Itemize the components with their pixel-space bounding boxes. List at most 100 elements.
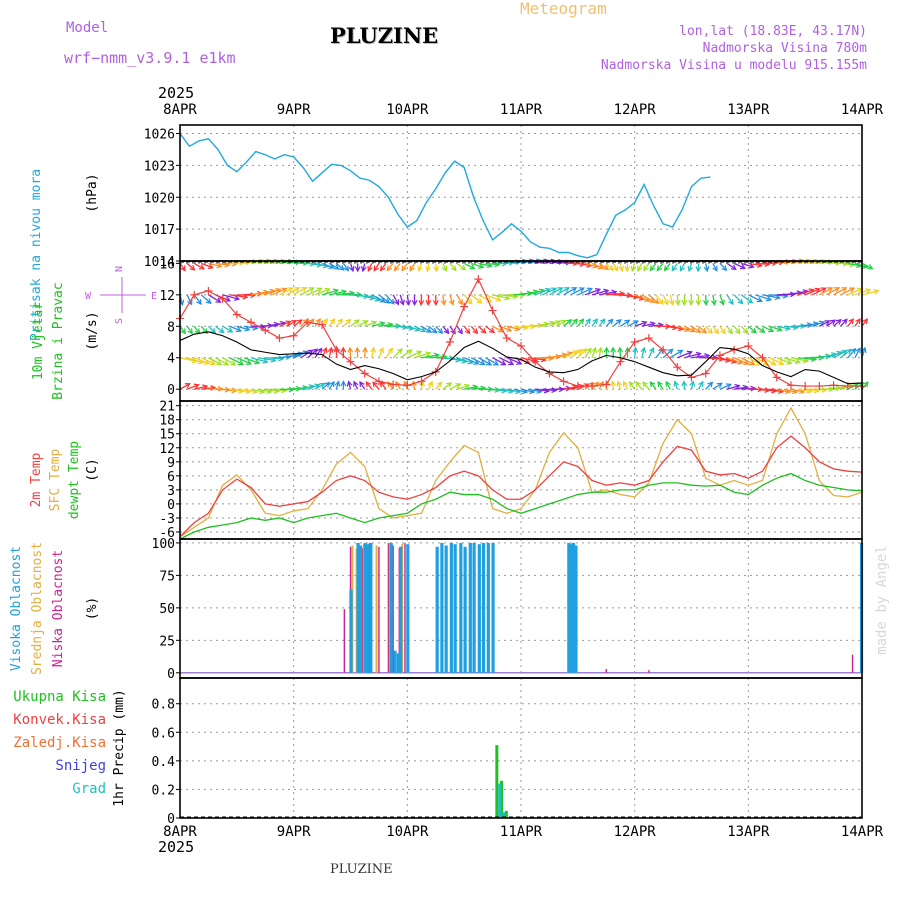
cloud-axis-label: Srednja Oblacnost xyxy=(30,542,45,675)
top-year: 2025 xyxy=(158,84,195,102)
wind-arrow xyxy=(265,388,279,393)
wind-arrow xyxy=(420,381,424,390)
wind-arrow-head xyxy=(665,323,672,330)
y-tick-label: 12 xyxy=(159,289,175,304)
wind-arrow xyxy=(528,357,546,361)
y-tick-label: 1023 xyxy=(144,159,175,174)
wind-arrow-head xyxy=(478,263,485,269)
precip-bar xyxy=(502,812,506,818)
wind-arrow xyxy=(733,262,746,269)
wind-gust-marker xyxy=(701,369,710,378)
wind-arrow-head xyxy=(827,287,834,293)
wind-arrow-head xyxy=(749,360,756,366)
wind-arrow xyxy=(542,321,555,327)
wind-arrow xyxy=(179,325,186,334)
wind-arrow-head xyxy=(743,359,750,365)
wind-arrow xyxy=(577,318,584,327)
wind-gust-marker xyxy=(744,341,753,350)
y-tick-label: 75 xyxy=(159,569,175,584)
wind-arrow xyxy=(719,294,725,305)
model-name: wrf−nmm_v3.9.1 e1km xyxy=(64,49,236,67)
wind-arrow-head xyxy=(205,298,212,305)
wind-arrow xyxy=(847,348,856,359)
y-tick-label: 50 xyxy=(159,602,175,617)
wind-arrow-head xyxy=(370,346,376,353)
wind-arrow-head xyxy=(603,288,610,295)
wind-arrow-head xyxy=(508,359,515,366)
wind-arrow-head xyxy=(332,288,340,295)
wind-arrow xyxy=(805,322,819,327)
wind-arrow-head xyxy=(395,323,402,329)
wind-arrow-head xyxy=(821,386,828,393)
wind-gust-marker xyxy=(545,369,554,378)
wind-arrow xyxy=(684,352,701,359)
wind-arrow-head xyxy=(581,348,588,354)
wind-arrow-head xyxy=(493,360,500,366)
top-date-label: 12APR xyxy=(614,102,657,118)
wind-arrow xyxy=(649,381,657,390)
wind-gust-marker xyxy=(247,318,256,327)
wind-arrow-head xyxy=(814,287,821,294)
wind-arrow xyxy=(598,318,606,327)
cloud-axis-label: Visoka Oblacnost xyxy=(9,546,24,671)
pressure-axis-label: Pritisak na nivou mora xyxy=(29,169,44,341)
wind-arrow xyxy=(669,294,674,305)
wind-arrow-head xyxy=(354,266,361,273)
wind-arrow xyxy=(456,357,473,364)
wind-arrow-head xyxy=(855,347,861,354)
wind-arrow xyxy=(258,388,272,393)
wind-arrow xyxy=(329,290,347,296)
y-tick-label: 3 xyxy=(167,484,175,499)
wind-arrow xyxy=(527,388,542,393)
wind-arrow-head xyxy=(393,299,399,306)
unit-label: (%) xyxy=(85,597,100,620)
wind-arrow xyxy=(456,262,466,271)
wind-arrow xyxy=(826,351,842,359)
wind-arrow xyxy=(577,287,593,296)
wind-arrow xyxy=(392,294,399,305)
wind-arrow xyxy=(193,294,202,305)
wind-arrow xyxy=(769,294,788,297)
wind-arrow xyxy=(371,322,385,327)
wind-arrow-head xyxy=(446,382,453,388)
wind-arrow-head xyxy=(455,383,462,389)
wind-arrow-head xyxy=(578,318,585,325)
wind-arrow-head xyxy=(867,264,874,270)
wind-arrow xyxy=(186,262,195,271)
wind-arrow xyxy=(637,263,643,272)
compass-west: W xyxy=(85,291,92,302)
y-tick-label: 0.4 xyxy=(152,755,176,770)
wind-arrow-head xyxy=(356,291,363,298)
cloud-bar-high xyxy=(440,542,444,673)
wind-arrow-head xyxy=(348,265,355,273)
wind-arrow xyxy=(367,263,373,272)
cloud-bar-high xyxy=(356,542,360,673)
wind-arrow-head xyxy=(557,287,564,293)
precip-bar xyxy=(495,745,499,818)
wind-arrow xyxy=(492,325,503,333)
wind-gust-marker xyxy=(332,345,341,354)
clouds-panel: 0 25 50 75 100 (%) Visoka Oblacnost Srednja Obl… xyxy=(9,537,864,682)
wind-arrow-head xyxy=(862,381,869,388)
wind-arrow-head xyxy=(437,328,444,334)
wind-arrow-head xyxy=(674,299,681,306)
wind-arrow xyxy=(563,350,578,359)
wind-arrow xyxy=(499,388,514,393)
wind-arrow xyxy=(186,294,193,305)
y-tick-label: 1017 xyxy=(144,223,175,238)
wind-arrow xyxy=(762,294,780,299)
wind-arrow xyxy=(697,263,700,272)
wind-gust-marker xyxy=(346,357,355,366)
wind-arrow xyxy=(372,381,380,390)
wind-arrow-head xyxy=(210,328,217,334)
wind-arrow xyxy=(342,262,349,271)
wind-arrow-head xyxy=(379,265,386,272)
wind-arrow-head xyxy=(663,299,669,306)
wind-arrow-head xyxy=(855,318,861,325)
wind-arrow xyxy=(359,381,366,390)
wind-arrow xyxy=(222,357,236,366)
wind-gust-marker xyxy=(801,382,810,391)
wind-arrow xyxy=(790,290,808,296)
wind-arrow xyxy=(364,321,377,327)
wind-arrow xyxy=(577,383,589,390)
